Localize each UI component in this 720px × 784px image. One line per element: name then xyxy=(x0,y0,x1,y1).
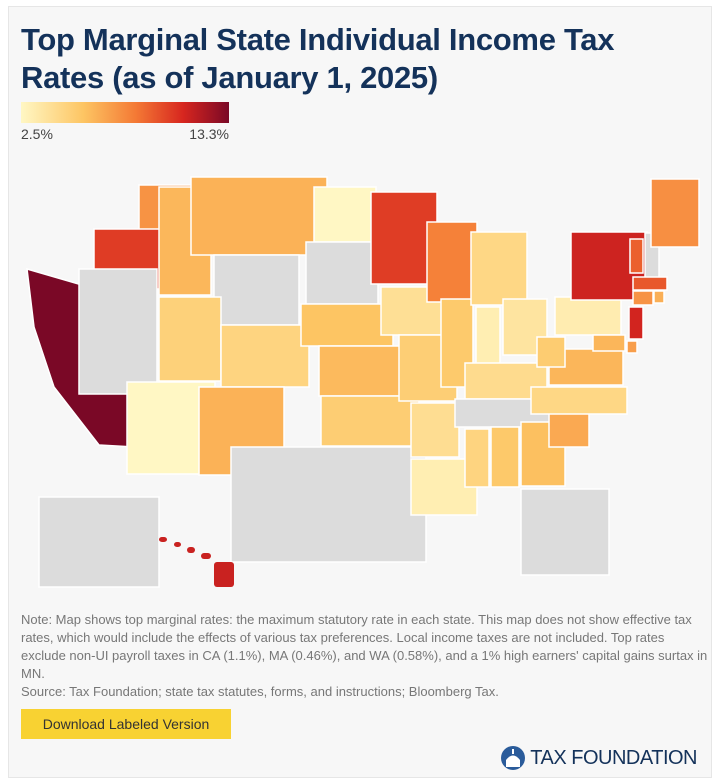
state-HI xyxy=(187,547,195,553)
state-FL xyxy=(520,488,610,576)
color-legend: 2.5% 13.3% xyxy=(21,102,229,142)
state-TX xyxy=(230,446,427,563)
state-HI xyxy=(159,537,167,542)
state-MI xyxy=(470,231,528,306)
state-ND xyxy=(313,186,377,243)
state-CO xyxy=(220,324,310,388)
state-NE xyxy=(300,303,394,347)
legend-min-label: 2.5% xyxy=(21,126,53,142)
logo-text: TAX FOUNDATION xyxy=(530,746,697,769)
tax-foundation-logo[interactable]: TAX FOUNDATION xyxy=(500,745,697,771)
state-MN xyxy=(370,191,438,285)
state-MA xyxy=(632,276,668,291)
state-SC xyxy=(548,411,590,448)
source-text: Source: Tax Foundation; state tax statut… xyxy=(21,684,499,699)
download-labeled-version-button[interactable]: Download Labeled Version xyxy=(21,709,231,739)
state-WV xyxy=(536,336,566,368)
state-ME xyxy=(650,178,700,248)
infographic-card: Top Marginal State Individual Income Tax… xyxy=(8,6,712,778)
state-MS xyxy=(464,428,490,488)
state-HI xyxy=(174,542,181,547)
capitol-dome-icon xyxy=(501,746,526,770)
state-AL xyxy=(490,426,520,488)
state-AK xyxy=(38,496,160,588)
state-NC xyxy=(530,386,628,415)
state-WY xyxy=(213,254,300,326)
legend-max-label: 13.3% xyxy=(189,126,229,142)
state-UT xyxy=(158,296,222,382)
state-MT xyxy=(190,176,328,256)
state-NJ xyxy=(628,306,644,340)
state-VT xyxy=(629,238,644,274)
state-CT xyxy=(632,290,654,306)
state-KS xyxy=(318,345,410,397)
note-text: Note: Map shows top marginal rates: the … xyxy=(21,612,708,681)
state-HI xyxy=(201,553,211,559)
state-AR xyxy=(410,402,460,458)
us-choropleth-map xyxy=(26,176,700,588)
state-OK xyxy=(320,395,420,447)
state-MD xyxy=(592,334,626,352)
state-DE xyxy=(626,340,638,354)
state-RI xyxy=(653,290,665,304)
state-WI xyxy=(426,221,478,303)
page-title: Top Marginal State Individual Income Tax… xyxy=(21,22,615,95)
state-HI xyxy=(214,562,234,587)
state-PA xyxy=(554,296,622,336)
footnote: Note: Map shows top marginal rates: the … xyxy=(21,611,711,701)
state-NV xyxy=(78,268,158,395)
legend-gradient-bar xyxy=(21,102,229,123)
state-SD xyxy=(305,241,379,305)
